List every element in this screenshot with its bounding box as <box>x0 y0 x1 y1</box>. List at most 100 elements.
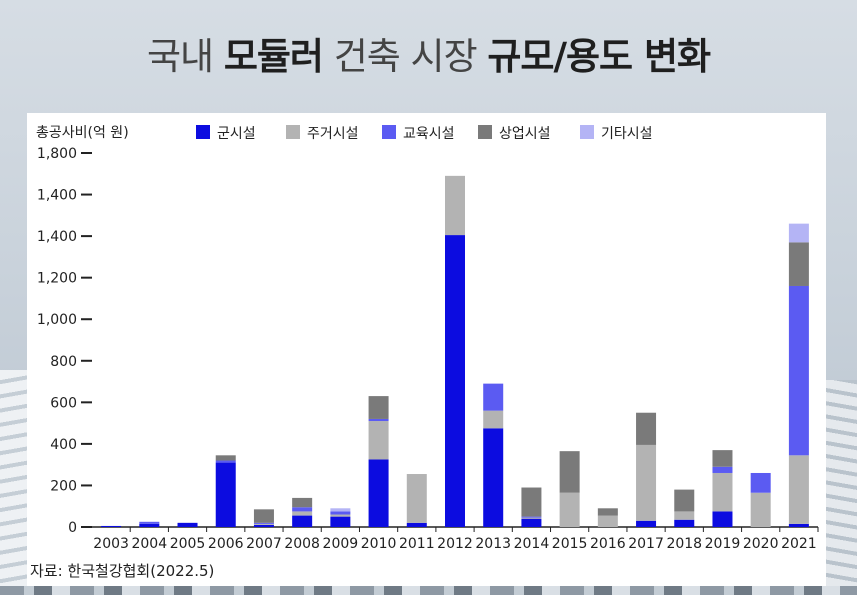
x-tick-label: 2006 <box>208 536 244 552</box>
bar-2005-군시설 <box>177 522 198 527</box>
x-tick-label: 2005 <box>170 536 206 552</box>
x-tick-label: 2015 <box>552 536 588 552</box>
bar-2003-군시설 <box>101 525 122 527</box>
bar-2019-주거시설 <box>712 472 733 512</box>
bar-2010-군시설 <box>368 459 389 527</box>
bar-2012-주거시설 <box>445 175 465 236</box>
bar-2014-상업시설 <box>521 487 542 517</box>
bar-2008-상업시설 <box>292 497 313 508</box>
bar-2009-기타시설 <box>330 508 351 512</box>
title-part-2: 모듈러 <box>223 35 324 78</box>
bar-2017-주거시설 <box>636 444 657 521</box>
bar-2006-교육시설 <box>215 460 236 463</box>
bar-2004-군시설 <box>139 523 160 527</box>
bar-2019-군시설 <box>712 511 733 527</box>
bar-2007-군시설 <box>253 524 274 527</box>
bar-2020-주거시설 <box>750 492 771 527</box>
legend-swatch <box>196 125 210 139</box>
bar-2011-주거시설 <box>406 474 427 523</box>
legend-label: 군시설 <box>217 126 256 142</box>
bar-2021-기타시설 <box>788 223 809 243</box>
bar-2010-주거시설 <box>368 421 389 460</box>
x-tick-label: 2018 <box>666 536 702 552</box>
bar-2008-주거시설 <box>292 511 313 516</box>
bar-2016-주거시설 <box>597 515 618 527</box>
legend-label: 교육시설 <box>403 126 455 142</box>
bar-2004-교육시설 <box>139 521 160 524</box>
title-part-3: 건축 시장 <box>333 35 478 78</box>
x-tick-label: 2020 <box>743 536 779 552</box>
bar-2021-상업시설 <box>788 242 809 286</box>
legend-label: 상업시설 <box>499 126 551 142</box>
legend-swatch <box>382 125 396 139</box>
bar-2021-군시설 <box>788 523 809 527</box>
x-tick-label: 2013 <box>475 536 511 552</box>
x-tick-label: 2011 <box>399 536 435 552</box>
bar-2011-군시설 <box>406 522 427 527</box>
y-tick-label: 600 <box>50 395 77 411</box>
bar-2009-주거시설 <box>330 514 351 517</box>
y-tick-label: 1,800 <box>37 146 77 162</box>
x-tick-label: 2009 <box>323 536 359 552</box>
bar-2006-상업시설 <box>215 455 236 461</box>
bar-2016-상업시설 <box>597 508 618 516</box>
background-building-left <box>0 370 27 586</box>
bar-2019-교육시설 <box>712 466 733 473</box>
x-tick-label: 2012 <box>437 536 473 552</box>
bar-2013-주거시설 <box>483 410 504 429</box>
bar-2013-군시설 <box>483 428 504 527</box>
bar-2015-주거시설 <box>559 492 580 527</box>
y-tick-label: 800 <box>50 354 77 370</box>
x-tick-label: 2016 <box>590 536 626 552</box>
bar-2014-교육시설 <box>521 516 542 518</box>
bar-2017-상업시설 <box>636 412 657 445</box>
bar-2019-상업시설 <box>712 450 733 467</box>
legend-swatch <box>478 125 492 139</box>
x-tick-label: 2021 <box>781 536 817 552</box>
bar-2021-교육시설 <box>788 285 809 456</box>
y-tick-label: 1,000 <box>37 312 77 328</box>
bar-2012-군시설 <box>445 235 465 528</box>
background-building-strip <box>0 586 857 595</box>
source-note: 자료: 한국철강협회(2022.5) <box>30 562 215 580</box>
x-tick-label: 2019 <box>705 536 741 552</box>
y-tick-label: 200 <box>50 478 77 494</box>
bar-2017-군시설 <box>636 520 657 527</box>
legend-label: 기타시설 <box>601 126 653 142</box>
bar-2014-주거시설 <box>521 517 542 519</box>
bar-2021-주거시설 <box>788 455 809 524</box>
bar-2007-상업시설 <box>253 509 274 523</box>
bar-2008-군시설 <box>292 515 313 527</box>
x-tick-label: 2003 <box>93 536 129 552</box>
y-tick-label: 1,400 <box>37 229 77 245</box>
bar-2015-상업시설 <box>559 451 580 493</box>
legend-swatch <box>286 125 300 139</box>
x-tick-label: 2017 <box>628 536 664 552</box>
bar-2009-교육시설 <box>330 511 351 515</box>
x-tick-label: 2007 <box>246 536 282 552</box>
y-tick-label: 1,400 <box>37 188 77 204</box>
legend-label: 주거시설 <box>307 126 359 142</box>
bar-2018-군시설 <box>674 519 695 527</box>
bar-2020-교육시설 <box>750 472 771 493</box>
bar-2013-교육시설 <box>483 383 504 411</box>
title-part-1: 국내 <box>146 35 214 78</box>
bar-2010-교육시설 <box>368 418 389 422</box>
bar-2007-교육시설 <box>253 522 274 524</box>
background-building-right <box>826 380 857 586</box>
bar-2008-교육시설 <box>292 507 313 512</box>
y-tick-label: 400 <box>50 437 77 453</box>
bar-2018-상업시설 <box>674 489 695 512</box>
page-title: 국내 모듈러 건축 시장 규모/용도 변화 <box>0 26 857 80</box>
bar-2006-군시설 <box>215 462 236 527</box>
bar-2018-주거시설 <box>674 511 695 520</box>
bar-2010-상업시설 <box>368 396 389 419</box>
y-tick-label: 0 <box>68 520 77 536</box>
y-axis-label: 총공사비(억 원) <box>36 125 129 141</box>
bar-2007-주거시설 <box>253 523 274 525</box>
title-part-4: 규모/용도 변화 <box>487 35 711 78</box>
bar-2009-군시설 <box>330 516 351 527</box>
x-tick-label: 2014 <box>514 536 550 552</box>
y-tick-label: 1,200 <box>37 271 77 287</box>
